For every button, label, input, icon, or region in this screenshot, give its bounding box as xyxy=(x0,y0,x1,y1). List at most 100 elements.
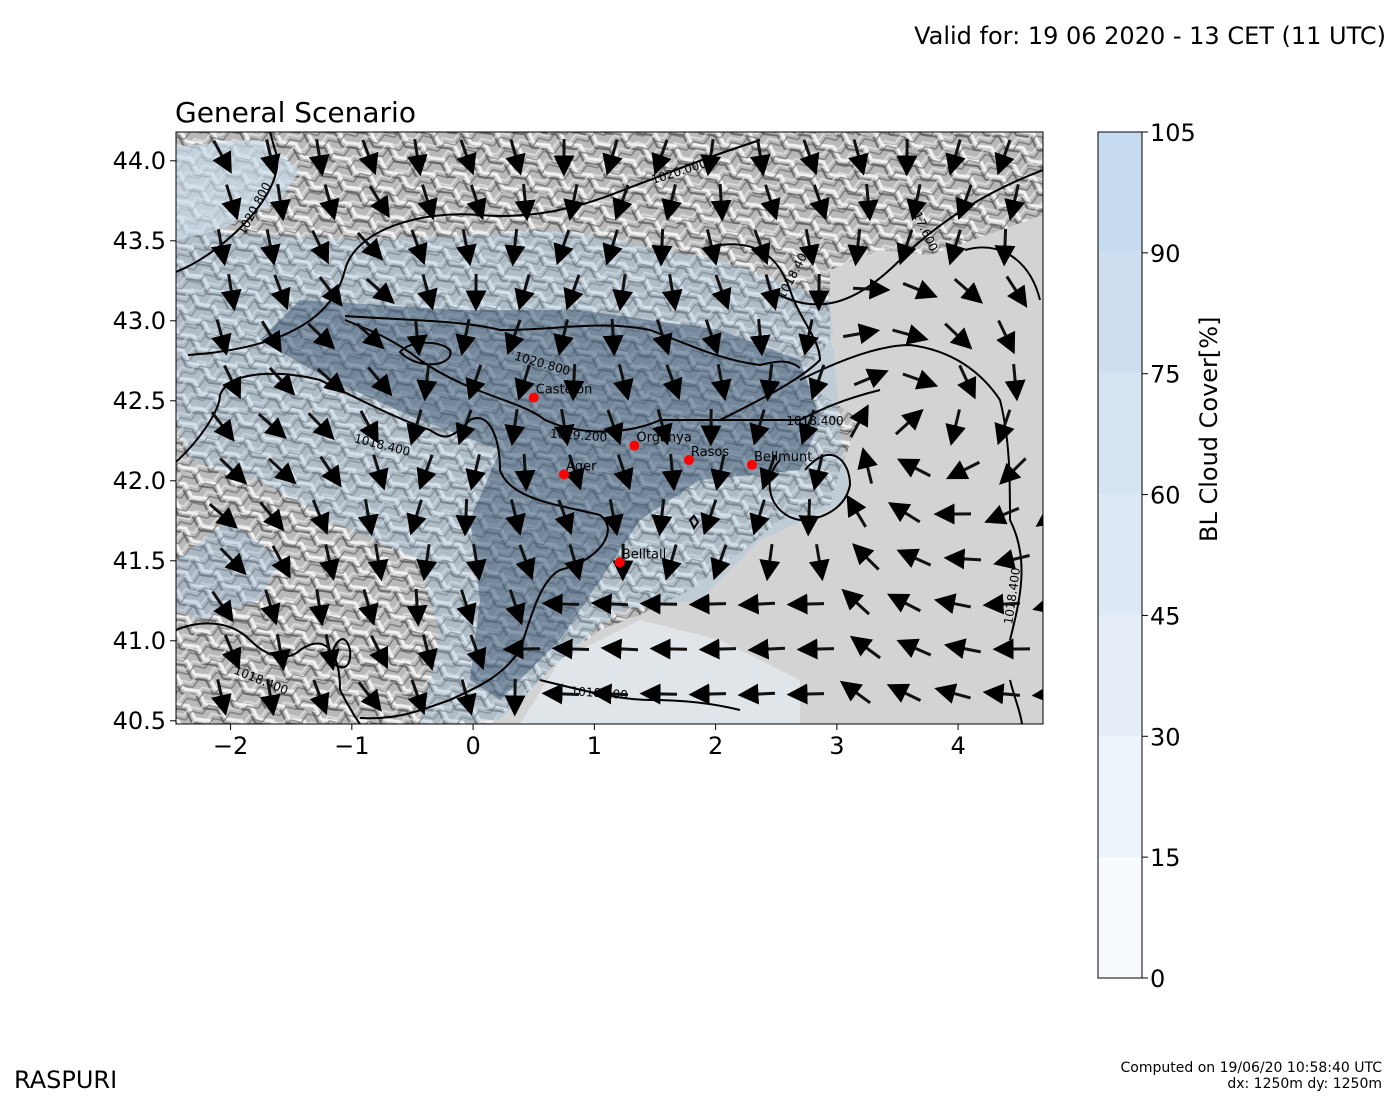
place-label: Ager xyxy=(566,459,597,474)
wind-vector-field xyxy=(208,138,1073,717)
wind-arrow xyxy=(857,447,878,484)
wind-arrow xyxy=(417,634,438,671)
wind-arrow xyxy=(652,409,673,446)
wind-arrow xyxy=(357,681,382,712)
wind-arrow xyxy=(564,544,585,581)
wind-arrow xyxy=(749,138,771,177)
place-marker: Rasos xyxy=(683,445,729,465)
wind-arrow xyxy=(1055,457,1073,481)
wind-arrow xyxy=(308,138,330,177)
wind-arrow xyxy=(356,231,384,261)
place-label: Organya xyxy=(636,431,691,446)
wind-arrow xyxy=(319,544,340,581)
x-tick-label: 3 xyxy=(829,732,844,760)
wind-arrow xyxy=(211,590,234,623)
wind-arrow xyxy=(999,457,1027,485)
wind-arrow xyxy=(505,499,526,536)
wind-arrow xyxy=(847,228,869,267)
cloud-cover-light xyxy=(176,230,850,724)
place-marker: Organya xyxy=(629,431,692,451)
wind-arrow xyxy=(651,139,672,176)
wind-arrow xyxy=(943,548,982,570)
wind-arrow xyxy=(1004,184,1025,221)
wind-arrow xyxy=(710,454,731,492)
wind-arrow xyxy=(221,184,242,221)
wind-arrow xyxy=(416,454,437,491)
wind-arrow xyxy=(600,638,639,660)
wind-arrow xyxy=(994,409,1015,446)
wind-arrow xyxy=(504,319,525,356)
wind-arrow xyxy=(269,183,291,222)
x-tick-label: −1 xyxy=(334,732,369,760)
wind-arrow xyxy=(902,279,938,300)
colorbar-segment xyxy=(1098,615,1142,737)
wind-arrow xyxy=(613,364,634,401)
wind-arrow xyxy=(809,184,830,221)
y-tick-label: 44.0 xyxy=(113,147,166,175)
wind-arrow xyxy=(465,454,486,491)
wind-arrow xyxy=(416,543,438,582)
wind-arrow xyxy=(563,363,585,402)
wind-arrow xyxy=(603,409,624,446)
wind-arrow xyxy=(368,454,389,491)
wind-arrow xyxy=(1063,364,1065,394)
wind-arrow xyxy=(786,593,825,615)
wind-arrow xyxy=(710,544,731,581)
wind-arrow xyxy=(896,638,932,659)
wind-arrow xyxy=(662,364,683,401)
wind-arrow xyxy=(993,549,1030,570)
wind-arrow xyxy=(1031,683,1043,705)
place-dot xyxy=(629,440,640,451)
wind-arrow xyxy=(406,499,427,536)
wind-arrow xyxy=(612,184,633,221)
wind-arrow xyxy=(857,183,879,222)
wind-arrow xyxy=(749,318,771,357)
place-marker: Bellmunt xyxy=(746,450,812,470)
wind-arrow xyxy=(994,139,1015,176)
wind-arrow xyxy=(505,589,526,626)
wind-arrow xyxy=(310,229,330,265)
wind-arrow xyxy=(737,683,776,705)
wind-arrow xyxy=(307,322,336,350)
wind-arrow xyxy=(368,185,390,219)
wind-arrow xyxy=(221,634,242,670)
map-plot-area: 1020.8001020.0001017.6001018.4001020.800… xyxy=(176,132,1073,724)
wind-arrow xyxy=(852,543,880,571)
colorbar-tick-label: 90 xyxy=(1150,240,1181,268)
colorbar-segment xyxy=(1098,373,1142,495)
wind-arrow xyxy=(649,638,688,660)
wind-arrow xyxy=(259,678,281,717)
wind-arrow xyxy=(466,184,487,221)
place-label: Bellmunt xyxy=(754,450,812,465)
wind-arrow xyxy=(652,319,673,356)
wind-arrow xyxy=(933,593,972,615)
wind-arrow xyxy=(906,184,927,222)
isobar-label: 1018.400 xyxy=(786,414,843,428)
wind-arrow xyxy=(759,363,781,402)
y-tick-label: 41.5 xyxy=(113,547,166,575)
wind-arrow xyxy=(269,633,291,672)
wind-arrow xyxy=(268,366,296,396)
wind-arrow xyxy=(688,593,727,615)
wind-arrow xyxy=(799,139,820,176)
place-markers: Castejon Organya Ager Rasos Bellmunt Belltall xyxy=(528,383,812,568)
wind-arrow xyxy=(896,229,917,266)
wind-arrow xyxy=(504,408,526,447)
wind-arrow xyxy=(750,229,771,266)
wind-arrow xyxy=(270,274,291,311)
wind-arrow xyxy=(210,411,235,442)
wind-arrow xyxy=(271,545,291,579)
wind-arrow xyxy=(1052,139,1056,169)
map-title: General Scenario xyxy=(175,96,416,129)
wind-arrow xyxy=(749,409,770,446)
y-axis: 44.0 43.5 43.0 42.5 42.0 41.5 41.0 40.5 xyxy=(113,147,176,735)
wind-arrow xyxy=(505,139,526,176)
wind-arrow xyxy=(590,683,629,705)
y-tick-label: 42.5 xyxy=(113,387,166,415)
wind-arrow xyxy=(455,319,476,357)
wind-arrow xyxy=(798,409,819,446)
wind-arrow xyxy=(590,593,629,615)
wind-arrow xyxy=(309,499,330,535)
colorbar-tick-label: 75 xyxy=(1150,361,1181,389)
wind-arrow xyxy=(849,404,869,438)
